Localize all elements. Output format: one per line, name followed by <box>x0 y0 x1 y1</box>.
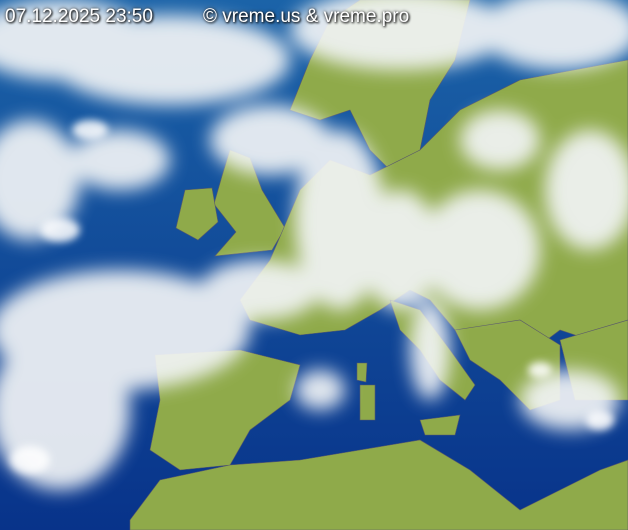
ireland <box>175 187 219 241</box>
corsica <box>356 362 368 383</box>
timestamp: 07.12.2025 23:50 <box>5 6 153 27</box>
sardinia <box>359 384 376 421</box>
copyright-notice: © vreme.us & vreme.pro <box>203 6 410 27</box>
north-africa <box>129 439 628 530</box>
sicily <box>419 414 461 436</box>
cloud-cells <box>10 120 614 474</box>
clouds <box>0 0 628 490</box>
